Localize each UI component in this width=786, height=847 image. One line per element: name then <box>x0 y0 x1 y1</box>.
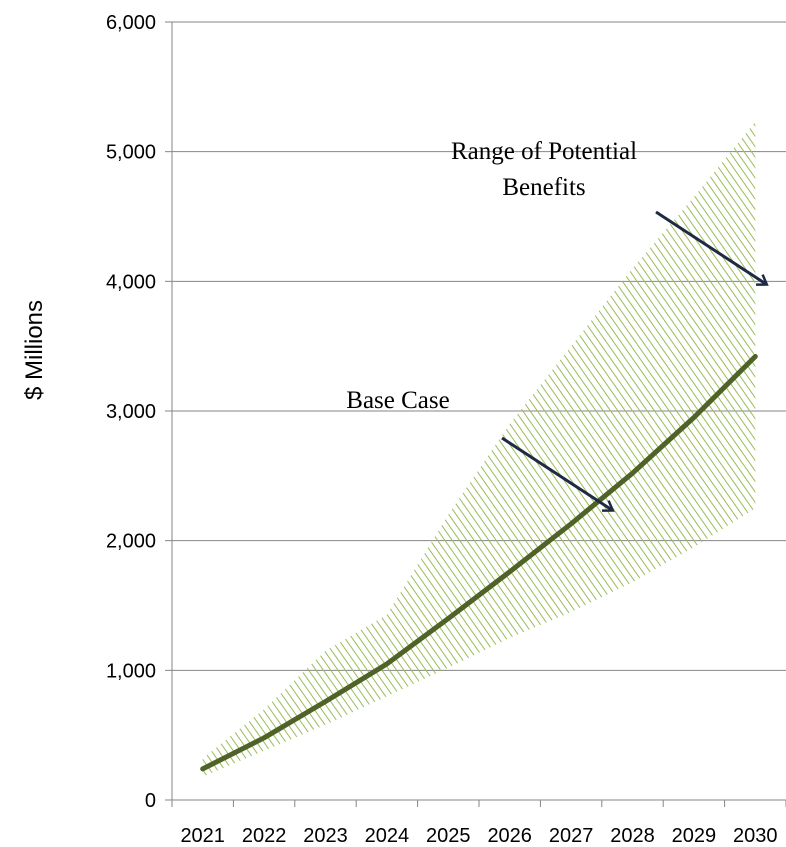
y-tick-label: 5,000 <box>106 142 156 164</box>
y-axis-title: $ Millions <box>21 300 48 400</box>
x-tick-label: 2023 <box>303 825 348 847</box>
annotation-base-case: Base Case <box>346 387 449 414</box>
base-case-line <box>200 354 758 772</box>
x-tick-label: 2022 <box>242 825 287 847</box>
axes <box>165 21 786 807</box>
y-tick-label: 0 <box>145 790 156 812</box>
range-band <box>202 121 756 777</box>
gridlines <box>172 21 786 671</box>
y-tick-label: 3,000 <box>106 401 156 423</box>
y-tick-label: 6,000 <box>106 12 156 34</box>
x-tick-label: 2021 <box>180 825 225 847</box>
base-case-series <box>200 354 758 772</box>
x-tick-label: 2028 <box>610 825 655 847</box>
x-tick-label: 2026 <box>487 825 532 847</box>
x-tick-label: 2024 <box>365 825 410 847</box>
annotation-range-line2: Benefits <box>502 174 585 201</box>
range-arrow <box>655 210 766 284</box>
base-case-arrow <box>501 436 612 510</box>
y-tick-label: 4,000 <box>106 271 156 293</box>
tick-labels: 0 1,000 2,000 3,000 4,000 5,000 6,000 2021 2022 2… <box>106 12 778 847</box>
x-tick-label: 2029 <box>672 825 717 847</box>
y-tick-label: 2,000 <box>106 531 156 553</box>
y-tick-label: 1,000 <box>106 660 156 682</box>
annotation-range-line1: Range of Potential <box>451 138 637 165</box>
x-tick-label: 2027 <box>549 825 594 847</box>
x-tick-label: 2025 <box>426 825 471 847</box>
x-tick-label: 2030 <box>733 825 778 847</box>
range-area <box>202 121 756 777</box>
